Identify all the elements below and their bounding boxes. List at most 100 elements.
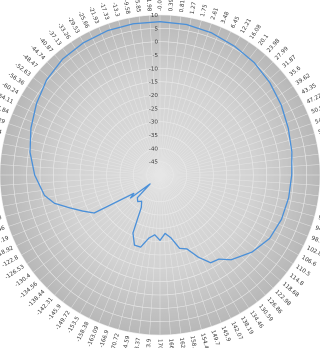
angle-tick-label: -178.37: [133, 337, 142, 348]
grid-spoke: [159, 174, 288, 273]
angle-tick-label: 145.9: [220, 326, 232, 343]
grid-spoke: [159, 15, 171, 176]
grid-spoke: [159, 174, 317, 207]
grid-spoke: [26, 85, 161, 176]
grid-spoke: [159, 31, 231, 176]
grid-spoke: [159, 77, 288, 176]
grid-spoke: [159, 174, 222, 323]
grid-spoke: [159, 23, 212, 176]
grid-spoke: [5, 174, 161, 217]
grid-spoke: [138, 16, 161, 176]
radial-tick-label: -5: [152, 53, 158, 59]
grid-spoke: [98, 174, 161, 323]
angle-tick-label: 54.9: [314, 116, 320, 126]
angle-tick-label: 1.27: [190, 1, 198, 15]
grid-spoke: [159, 174, 308, 237]
grid-spoke: [3, 143, 161, 176]
grid-spoke: [21, 174, 161, 256]
angle-tick-label: 50.95: [311, 104, 320, 116]
grid-spoke: [32, 77, 161, 176]
angle-tick-label: 2.61: [210, 7, 220, 21]
grid-spoke: [159, 174, 319, 197]
angle-tick-label: 0.81: [179, 0, 187, 13]
grid-spoke: [159, 16, 182, 176]
angle-tick-label: -17.33: [98, 2, 110, 21]
grid-spoke: [8, 123, 161, 176]
grid-spoke: [118, 174, 161, 330]
grid-spoke: [159, 174, 266, 296]
grid-spoke: [26, 174, 161, 265]
angle-tick-label: -76.04: [0, 125, 3, 136]
angle-tick-label: 6.45: [230, 15, 241, 29]
grid-spoke: [159, 174, 192, 332]
angle-tick-label: 102.8: [306, 245, 320, 258]
grid-spoke: [108, 23, 161, 176]
angle-tick-label: -5.85: [133, 0, 141, 13]
grid-spoke: [54, 174, 161, 296]
grid-spoke: [159, 174, 312, 227]
grid-spoke: [16, 104, 161, 176]
radial-tick-label: -20: [149, 93, 159, 99]
polar-grid: [0, 14, 320, 336]
angle-tick-label: 58.9: [318, 127, 320, 136]
grid-spoke: [159, 104, 304, 176]
grid-spoke: [128, 174, 161, 332]
grid-spoke: [89, 31, 161, 176]
grid-spoke: [159, 174, 274, 289]
grid-spoke: [159, 164, 320, 176]
angle-tick-label: 166.3: [167, 338, 174, 348]
grid-spoke: [159, 174, 299, 256]
grid-spoke: [149, 15, 161, 176]
radial-tick-label: 10: [151, 13, 159, 19]
angle-tick-label: 162.47: [178, 337, 187, 348]
angle-tick-label: -9.58: [122, 0, 131, 15]
angle-tick-label: 1.75: [200, 3, 209, 17]
grid-spoke: [159, 174, 182, 334]
grid-spoke: [62, 174, 161, 303]
angle-tick-label: 170.17: [157, 339, 163, 348]
grid-spoke: [89, 174, 161, 319]
grid-spoke: [3, 174, 161, 207]
grid-spoke: [79, 174, 161, 314]
angle-tick-label: 98.9: [310, 235, 320, 245]
grid-spoke: [159, 174, 304, 246]
grid-spoke: [138, 174, 161, 334]
radial-tick-label: -45: [149, 160, 159, 166]
grid-spoke: [0, 174, 161, 186]
radial-tick-label: 0: [154, 40, 158, 46]
angle-tick-label: 20.1: [258, 33, 271, 47]
angle-tick-label: -163.09: [87, 325, 101, 348]
grid-spoke: [149, 174, 161, 335]
grid-spoke: [98, 27, 161, 176]
grid-spoke: [159, 174, 258, 303]
angle-tick-label: -0.08: [158, 0, 164, 11]
grid-spoke: [128, 18, 161, 176]
grid-spoke: [39, 69, 161, 176]
angle-tick-label: -1.98: [145, 0, 152, 12]
grid-spoke: [159, 174, 231, 319]
grid-spoke: [12, 174, 161, 237]
grid-spoke: [159, 18, 192, 176]
series-line: [29, 21, 293, 264]
grid-spoke: [159, 47, 258, 176]
angle-tick-label: -174.59: [121, 335, 131, 348]
grid-spoke: [46, 61, 161, 176]
grid-spoke: [70, 41, 161, 176]
grid-spoke: [159, 20, 202, 176]
radial-tick-label: -10: [149, 66, 159, 72]
radial-tick-label: 5: [154, 26, 158, 32]
angle-tick-label: 106.6: [300, 255, 317, 268]
angle-tick-label: -13.3: [110, 2, 120, 18]
grid-spoke: [159, 174, 212, 327]
grid-spoke: [118, 20, 161, 176]
angle-tick-label: 94.9: [314, 225, 320, 235]
grid-spoke: [70, 174, 161, 309]
grid-spoke: [159, 36, 241, 176]
grid-spoke: [159, 41, 250, 176]
angle-tick-label: 149.7: [209, 329, 220, 347]
angle-tick-label: -111.46: [0, 225, 6, 238]
radial-tick-label: -25: [149, 106, 159, 112]
grid-spoke: [1, 174, 161, 197]
radial-tick-label: -15: [149, 80, 159, 86]
